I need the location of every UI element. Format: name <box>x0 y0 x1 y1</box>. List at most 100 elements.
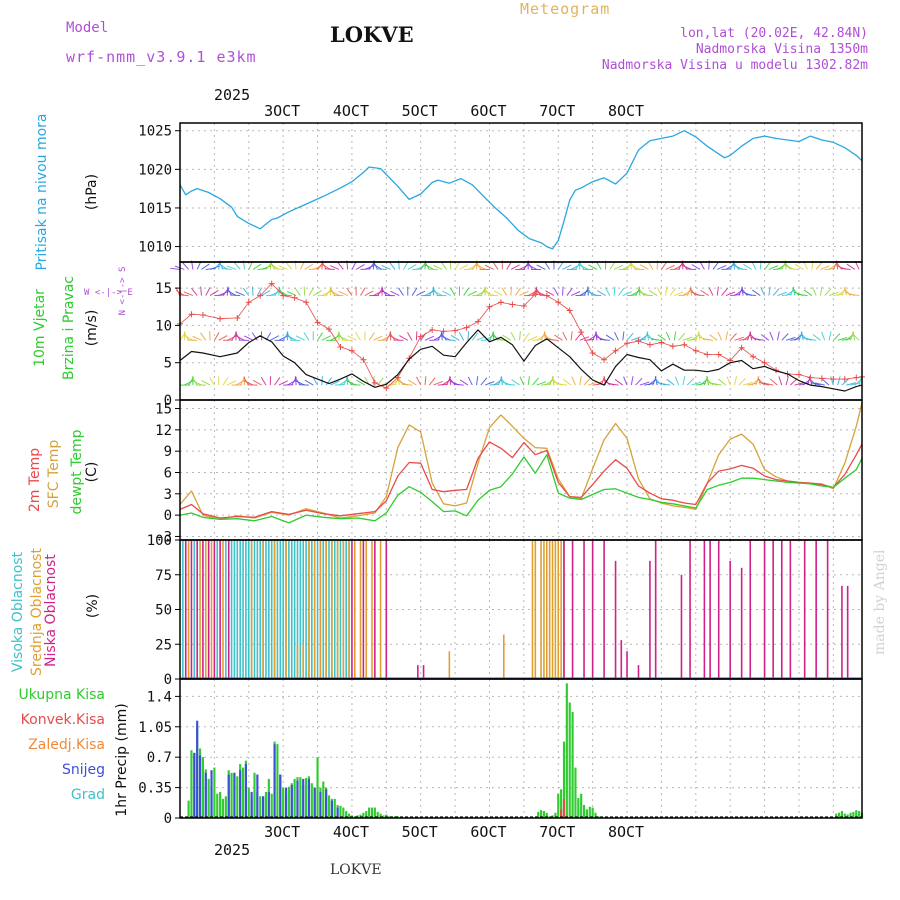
wind-direction-barb <box>785 336 796 341</box>
wind-direction-barb <box>711 382 722 386</box>
precip-convective-bar <box>560 809 563 818</box>
wind-direction-barb <box>312 376 318 386</box>
precip-total-bar <box>264 791 268 818</box>
precip-snow-bar <box>204 772 207 818</box>
wind-direction-barb <box>800 331 804 341</box>
wind-direction-barb <box>416 376 422 386</box>
wind-direction-barb <box>192 380 202 386</box>
y-tick-label: 50 <box>155 603 172 619</box>
wind-direction-barb <box>360 287 366 296</box>
wind-direction-barb <box>575 332 582 341</box>
wind-direction-barb <box>769 331 774 341</box>
wind-direction-barb <box>484 290 494 297</box>
wind-direction-barb <box>170 267 181 270</box>
y-tick-label: 3 <box>164 487 172 503</box>
wind-direction-barb <box>841 378 850 386</box>
wind-direction-barb <box>824 288 832 296</box>
wind-direction-barb <box>278 265 288 270</box>
wind-direction-barb <box>222 377 229 386</box>
wind-direction-barb <box>459 264 469 270</box>
product-title: Meteogram <box>520 0 611 18</box>
precip-total-bar <box>345 811 348 818</box>
wind-speed-marker <box>326 326 333 333</box>
wind-direction-barb <box>381 264 391 270</box>
wind-speed-marker <box>497 299 504 306</box>
wind-speed-marker <box>337 344 344 351</box>
wind-direction-barb <box>285 261 293 270</box>
precip-total-bar <box>591 807 594 818</box>
wind-direction-barb <box>338 335 348 341</box>
legend-snow: Snijeg <box>61 762 105 778</box>
wind-direction-barb <box>505 383 516 386</box>
wind-direction-barb <box>403 261 409 270</box>
footer-station: LOKVE <box>330 862 382 878</box>
wind-speed-marker <box>234 314 241 321</box>
wind-direction-barb <box>453 383 464 386</box>
precip-total-bar <box>305 778 308 818</box>
precip-total-bar <box>574 767 577 818</box>
precip-total-bar <box>838 812 841 818</box>
wind-direction-barb <box>527 264 537 270</box>
wind-direction-barb <box>230 294 241 297</box>
wind-direction-barb <box>586 287 594 296</box>
wind-direction-barb <box>599 338 610 341</box>
wind-direction-barb <box>484 381 495 386</box>
y-tick-label: 0.35 <box>138 781 172 797</box>
y-tick-label: 12 <box>155 423 172 439</box>
legend-hail: Grad <box>70 787 105 803</box>
wind-direction-barb <box>440 332 447 341</box>
precip-total-bar <box>316 757 319 818</box>
pressure-title: Pritisak na nivou mora <box>34 113 50 271</box>
wind-speed-marker <box>429 326 436 333</box>
wind-speed-marker <box>761 359 768 366</box>
wind-speed-marker <box>268 280 275 287</box>
precip-total-bar <box>236 776 239 818</box>
wind-direction-barb <box>304 263 314 270</box>
wind-direction-barb <box>828 331 832 341</box>
y-tick-label: 0.7 <box>147 750 172 766</box>
wind-direction-barb <box>407 379 417 386</box>
precip-total-bar <box>362 812 365 818</box>
wind-direction-barb <box>209 290 219 296</box>
wind-direction-barb <box>648 289 658 296</box>
wind-direction-barb <box>588 264 598 270</box>
wind-direction-barb <box>666 378 675 386</box>
wind-direction-barb <box>840 267 851 270</box>
x-tick-label-top: 8OCT <box>608 102 644 120</box>
wind-speed-marker <box>681 341 688 348</box>
wind-direction-barb <box>476 376 479 386</box>
wind-speed-marker <box>692 347 699 354</box>
wind-direction-barb <box>251 286 254 296</box>
wind-direction-barb <box>398 287 404 296</box>
temp-title-2: SFC Temp <box>46 439 62 509</box>
wind-direction-barb <box>806 338 817 341</box>
wind-direction-barb <box>737 268 748 270</box>
wind-direction-barb <box>337 261 344 270</box>
y-tick-label: 75 <box>155 568 172 584</box>
wind-speed-marker <box>463 324 470 331</box>
wind-speed-marker <box>578 329 585 336</box>
precip-total-bar <box>201 757 204 818</box>
wind-direction-barb <box>665 264 675 270</box>
x-tick-label-top: 5OCT <box>402 102 438 120</box>
panel-frame <box>179 678 863 819</box>
wind-direction-barb <box>661 261 668 270</box>
x-tick-label-top: 4OCT <box>333 102 369 120</box>
wind-direction-barb <box>647 261 654 270</box>
wind-speed-marker <box>624 340 631 347</box>
wind-direction-barb <box>192 335 202 341</box>
precip-total-bar <box>224 796 227 818</box>
precip-snow-bar <box>336 807 339 818</box>
wind-direction-barb <box>183 291 194 297</box>
wind-direction-barb <box>317 332 324 341</box>
precip-total-bar <box>282 787 285 818</box>
wind-direction-barb <box>527 336 538 341</box>
wind-direction-barb <box>562 286 564 296</box>
y-tick-label: 1020 <box>138 162 172 178</box>
precip-snow-bar <box>330 800 333 818</box>
precip-total-bar <box>216 793 219 818</box>
y-tick-label: 100 <box>147 533 172 549</box>
legend-freezing-rain: Zaledj.Kisa <box>28 737 105 753</box>
wind-direction-barb <box>399 335 409 341</box>
wind-direction-barb <box>450 334 460 341</box>
